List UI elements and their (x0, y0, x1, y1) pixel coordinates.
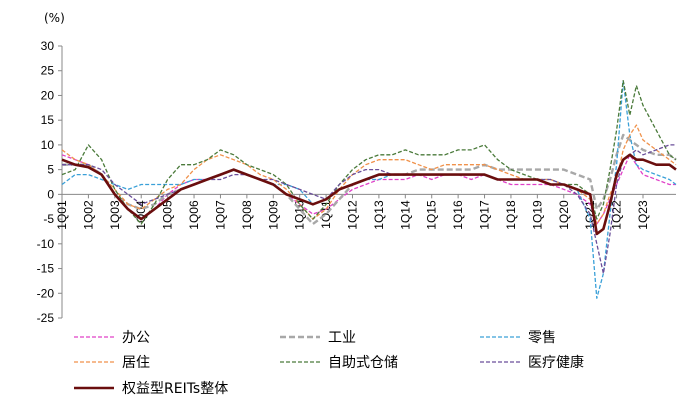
y-axis-unit-label: (%) (44, 11, 65, 25)
y-tick-label: -15 (37, 262, 55, 276)
x-tick-label: 1Q22 (610, 200, 624, 230)
legend-label: 居住 (122, 355, 150, 371)
series-line-5 (61, 79, 677, 225)
x-tick-label: 1Q16 (451, 200, 465, 230)
x-tick-label: 1Q01 (55, 200, 69, 230)
y-tick-label: 0 (47, 187, 54, 201)
y-tick-label: 15 (41, 113, 55, 127)
x-tick-label: 1Q09 (266, 200, 280, 230)
y-tick-label: 20 (41, 88, 55, 102)
x-tick-label: 1Q13 (372, 200, 386, 230)
series-line-4 (61, 124, 677, 225)
x-axis: 1Q01 1Q02 1Q03 1Q04 1Q05 1Q06 1Q07 1Q08 1Q09 1Q10… (55, 193, 676, 230)
y-tick-label: 5 (47, 163, 54, 177)
legend-label: 权益型REITs整体 (122, 381, 228, 397)
legend-item-6: 医疗健康 (480, 354, 584, 371)
x-tick-label: 1Q05 (161, 200, 175, 230)
legend-label: 工业 (328, 330, 356, 346)
x-tick-label: 1Q23 (636, 200, 650, 230)
y-tick-label: 10 (41, 138, 55, 152)
legend-item-2: 工业 (280, 330, 356, 346)
series-line-3 (61, 79, 677, 299)
x-tick-label: 1Q11 (319, 200, 333, 229)
x-tick-label: 1Q15 (425, 200, 439, 230)
legend-label: 医疗健康 (528, 354, 584, 371)
legend-item-3: 零售 (480, 330, 556, 346)
x-tick-label: 1Q08 (240, 200, 254, 230)
x-tick-label: 1Q02 (81, 200, 95, 230)
y-tick-label: -5 (43, 212, 54, 226)
y-tick-label: -25 (37, 311, 55, 325)
x-tick-label: 1Q19 (530, 200, 544, 230)
legend-label: 办公 (122, 330, 150, 346)
x-tick-label: 1Q14 (398, 200, 412, 230)
x-tick-label: 1Q07 (213, 200, 227, 230)
legend-label: 零售 (528, 330, 556, 346)
x-tick-label: 1Q06 (187, 200, 201, 230)
legend-item-7: 权益型REITs整体 (74, 381, 228, 397)
x-tick-label: 1Q18 (504, 200, 518, 230)
legend-item-5: 自助式仓储 (280, 355, 398, 371)
legend-item-4: 居住 (74, 355, 150, 371)
series-line-1 (61, 154, 676, 225)
legend-item-1: 办公 (74, 330, 150, 346)
x-tick-label: 1Q17 (478, 200, 492, 230)
x-tick-label: 1Q12 (345, 200, 359, 230)
x-tick-label: 1Q03 (108, 200, 122, 230)
y-tick-label: -10 (37, 237, 55, 251)
series-group (61, 79, 677, 299)
y-tick-label: 30 (41, 39, 55, 53)
y-tick-label: 25 (41, 64, 55, 78)
series-line-7 (61, 153, 677, 236)
y-axis: 30 25 20 15 10 5 0 -5 -10 -15 -20 -25 (37, 39, 63, 325)
x-tick-label: 1Q20 (557, 200, 571, 230)
y-tick-label: -20 (37, 286, 55, 300)
legend-label: 自助式仓储 (328, 355, 398, 371)
